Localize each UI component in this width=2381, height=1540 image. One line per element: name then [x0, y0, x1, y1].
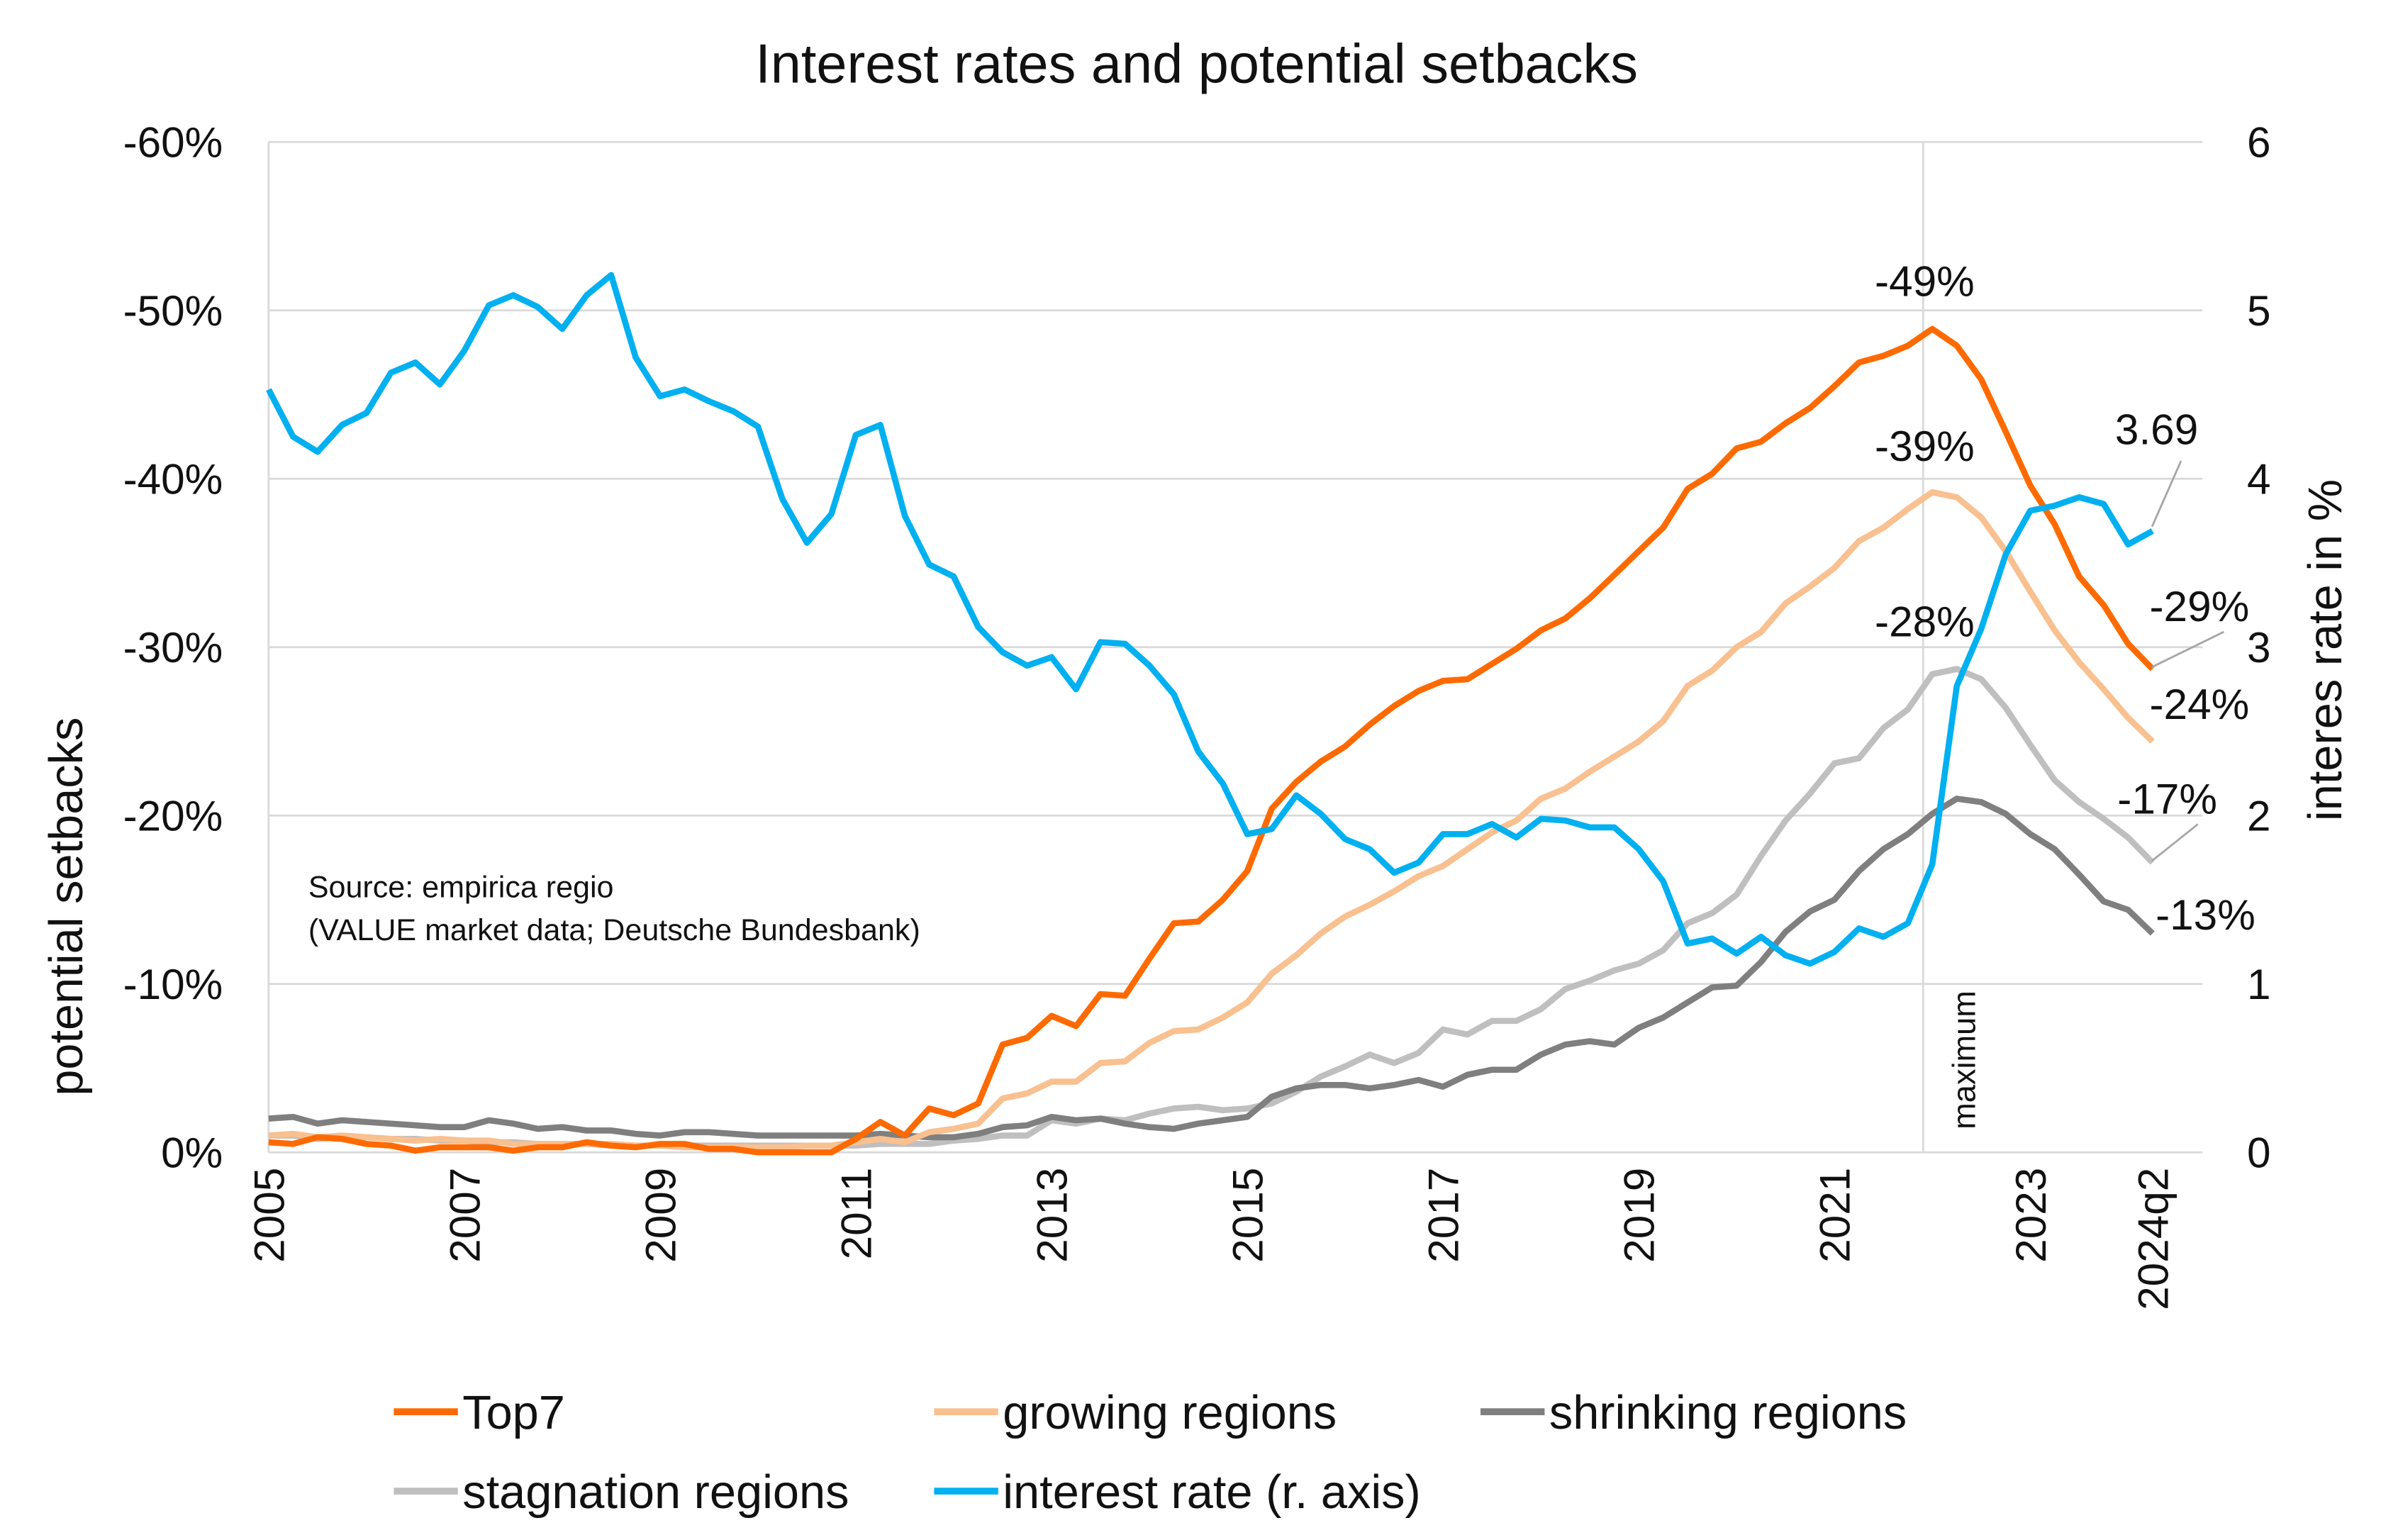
x-tick-label: 2007: [440, 1168, 489, 1263]
x-tick-label: 2024q2: [2129, 1168, 2177, 1310]
end-stagnation-label: -17%: [2117, 774, 2217, 822]
left-tick-label: -40%: [123, 455, 223, 503]
right-tick-label: 0: [2247, 1129, 2271, 1177]
x-axis-ticks: 2005 2007 2009 2011 2013 2015 2017 2019 2021 2023…: [245, 1168, 2177, 1310]
series-line-shrinking-regions: [268, 796, 2155, 1141]
left-tick-label: -60%: [123, 118, 223, 167]
legend-label: growing regions: [1003, 1387, 1337, 1439]
chart-title: Interest rates and potential setbacks: [755, 33, 1638, 94]
peak-top7-label: -49%: [1875, 257, 1975, 306]
x-tick-label: 2009: [636, 1168, 684, 1263]
right-axis-title: interes rate in %: [2299, 479, 2352, 821]
source-line-2: (VALUE market data; Deutsche Bundesbank): [308, 913, 920, 947]
legend-label: stagnation regions: [462, 1466, 849, 1519]
peak-stagnation-label: -28%: [1875, 598, 1975, 646]
legend-label: Top7: [462, 1387, 565, 1439]
series-lines: [266, 272, 2155, 1156]
right-tick-label: 1: [2247, 960, 2271, 1008]
source-line-1: Source: empirica regio: [308, 871, 614, 905]
legend-label: shrinking regions: [1549, 1387, 1907, 1439]
x-tick-label: 2011: [832, 1168, 881, 1260]
peak-growing-label: -39%: [1875, 422, 1975, 470]
left-tick-label: -20%: [123, 792, 223, 840]
x-tick-label: 2013: [1028, 1168, 1076, 1263]
end-top7-leader: [2151, 630, 2224, 668]
right-tick-label: 6: [2247, 118, 2271, 167]
series-line-growing-regions: [268, 489, 2155, 1151]
x-tick-label: 2023: [2007, 1168, 2055, 1263]
left-axis-title: potential setbacks: [40, 718, 93, 1096]
x-tick-label: 2021: [1811, 1168, 1859, 1263]
x-tick-label: 2005: [245, 1168, 293, 1263]
legend-item: shrinking regions: [1480, 1387, 1907, 1439]
end-growing-label: -24%: [2149, 680, 2249, 728]
x-tick-label: 2015: [1224, 1168, 1272, 1263]
right-tick-label: 3: [2247, 623, 2271, 671]
x-tick-label: 2019: [1615, 1168, 1663, 1263]
end-interest-leader: [2151, 460, 2182, 528]
maximum-label: maximum: [1946, 991, 1982, 1129]
left-tick-label: -10%: [123, 960, 223, 1008]
end-stagnation-leader: [2151, 823, 2199, 862]
legend-item: interest rate (r. axis): [934, 1466, 1421, 1519]
left-axis-ticks: -60% -50% -40% -30% -20% -10% 0%: [123, 118, 223, 1177]
legend: Top7 growing regions shrinking regions stag…: [394, 1387, 1907, 1519]
right-axis-ticks: 6 5 4 3 2 1 0: [2247, 118, 2271, 1177]
right-tick-label: 5: [2247, 286, 2271, 335]
left-tick-label: -30%: [123, 623, 223, 671]
x-tick-label: 2017: [1420, 1168, 1468, 1263]
end-shrinking-label: -13%: [2156, 891, 2255, 939]
legend-item: stagnation regions: [394, 1466, 849, 1519]
right-tick-label: 2: [2247, 792, 2271, 840]
legend-label: interest rate (r. axis): [1003, 1466, 1421, 1519]
left-tick-label: -50%: [123, 286, 223, 335]
right-tick-label: 4: [2247, 455, 2271, 503]
end-top7-label: -29%: [2149, 582, 2249, 630]
left-tick-label: 0%: [161, 1129, 223, 1177]
series-line-interest-rate-r-axis: [266, 272, 2154, 967]
legend-item: growing regions: [934, 1387, 1337, 1439]
series-line-top7: [268, 325, 2155, 1156]
legend-item: Top7: [394, 1387, 565, 1439]
annotations: -49% -39% -28% 3.69 -29% -24% -17% -13%: [1875, 257, 2255, 939]
end-interest-label: 3.69: [2115, 405, 2198, 453]
